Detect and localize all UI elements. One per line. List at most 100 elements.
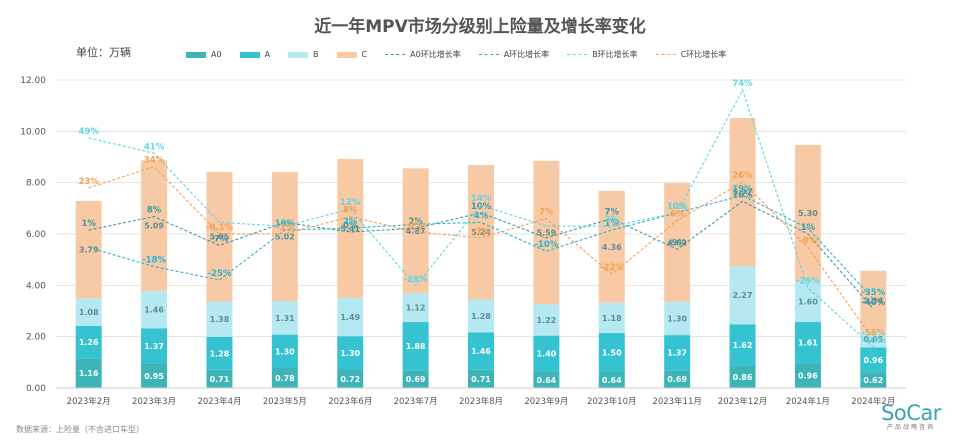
growth-rate-label: 1% [81,219,96,229]
bar-c [533,160,560,305]
bar-value-label: 1.08 [79,308,99,317]
bar-value-label: 1.37 [144,342,164,351]
bar-b [729,266,756,325]
bar-value-label: 1.31 [275,314,295,323]
legend-swatch [288,51,309,58]
growth-rate-label: 10% [471,202,492,212]
bar-value-label: 1.88 [406,342,426,351]
legend-label: A [264,50,271,59]
bar-a0 [468,369,494,388]
bar-a [75,325,102,359]
bar-c [468,164,494,300]
bar-value-label: 5.77 [733,188,753,197]
bar-a [860,347,887,373]
legend-label: B环比增长率 [592,50,638,59]
bar-c [860,270,887,331]
growth-rate-label: 23% [79,177,100,187]
bar-b [794,280,821,323]
x-tick-label: 2023年4月 [197,396,241,407]
bar-b [533,304,560,336]
bar-a0 [664,370,691,388]
bar-a0 [337,369,364,388]
bar-value-label: 1.38 [210,315,230,324]
growth-rate-label: -1% [276,223,294,233]
bar-value-label: 1.28 [210,349,230,358]
bar-value-label: 5.24 [471,228,491,237]
growth-rate-label: 6% [670,209,685,219]
growth-rate-label: 4% [474,211,489,221]
legend-item: B [288,49,319,60]
bar-a0 [533,371,560,388]
growth-rate-label: 2% [343,217,358,227]
bar-value-label: 1.30 [340,349,360,358]
bar-value-label: 5.05 [210,233,230,242]
growth-rate-label: -10% [534,240,558,250]
bar-a [664,335,691,371]
growth-rate-label: -25% [208,269,232,279]
bar-b [337,297,364,337]
bar-value-label: 0.78 [275,374,295,383]
x-tick-label: 2023年7月 [394,396,438,407]
bar-b [598,302,625,334]
bar-a0 [271,367,298,388]
bar-a0 [729,365,756,388]
bar-value-label: 5.09 [144,222,164,231]
growth-rate-label: 0% [343,221,358,231]
bar-b [75,298,102,326]
legend-swatch [478,54,499,55]
bar-value-label: 5.02 [275,233,295,242]
x-tick-label: 2023年3月 [132,396,176,407]
legend-item: B环比增长率 [567,49,638,60]
bar-value-label: 1.60 [798,298,818,307]
legend-item: A [239,49,271,60]
growth-rate-label: -3% [472,227,490,237]
bar-value-label: 1.30 [275,347,295,356]
x-tick-label: 2023年11月 [652,396,701,407]
bar-value-label: 2.34 [863,297,883,306]
bar-c [141,160,168,291]
growth-rate-label: 19% [732,185,753,195]
growth-rate-label: -22% [600,263,624,273]
legend-label: A环比增长率 [503,50,550,59]
growth-rate-label: 74% [732,79,753,89]
x-tick-label: 2023年9月 [524,396,568,407]
bar-a [206,336,233,370]
growth-rate-label: -0.1% [206,223,234,233]
chart-legend: A0 A B C A0环比增长率 A环比增长率 B环比增长率 C环比增长率 [186,49,744,60]
bar-value-label: 1.12 [406,304,426,313]
bar-a [141,328,168,364]
bar-b [468,299,494,333]
growth-rate-label: 49% [79,127,100,137]
bar-value-label: 1.26 [79,338,99,347]
source-note: 数据来源：上险量（不含进口车型） [16,425,144,434]
y-tick-label: 12.00 [20,76,46,86]
bar-c [75,200,102,299]
bar-value-label: 0.69 [406,375,426,384]
legend-item: A0 [186,49,222,60]
growth-rate-label: 0% [408,221,423,231]
legend-label: B [313,50,319,59]
bar-c [729,117,756,267]
bar-value-label: 4.87 [406,227,426,236]
growth-rate-label: -18% [142,256,166,266]
bar-a [468,332,494,370]
chart-title: 近一年MPV市场分级别上险量及增长率变化 [314,17,646,37]
growth-rate-label: 26% [732,171,753,181]
bar-a0 [860,372,887,388]
bar-a0 [794,363,821,388]
growth-rate-label: 41% [144,142,165,152]
bar-value-label: 1.46 [144,306,164,315]
y-tick-label: 6.00 [26,230,46,240]
bar-value-label: 1.50 [602,348,622,357]
bar-value-label: 0.96 [863,356,883,365]
bar-a0 [141,363,168,388]
legend-swatch [567,54,588,55]
bar-value-label: 1.62 [733,341,753,350]
bar-value-label: 5.30 [798,209,818,218]
logo-subtext: 产品战略咨询 [886,424,935,431]
socar-logo: SoCar 产品战略咨询 [876,402,946,432]
bar-value-label: 0.64 [537,376,557,385]
bar-value-label: 5.41 [340,224,360,233]
x-tick-label: 2024年2月 [851,396,895,407]
growth-rate-label: 3% [605,215,620,225]
